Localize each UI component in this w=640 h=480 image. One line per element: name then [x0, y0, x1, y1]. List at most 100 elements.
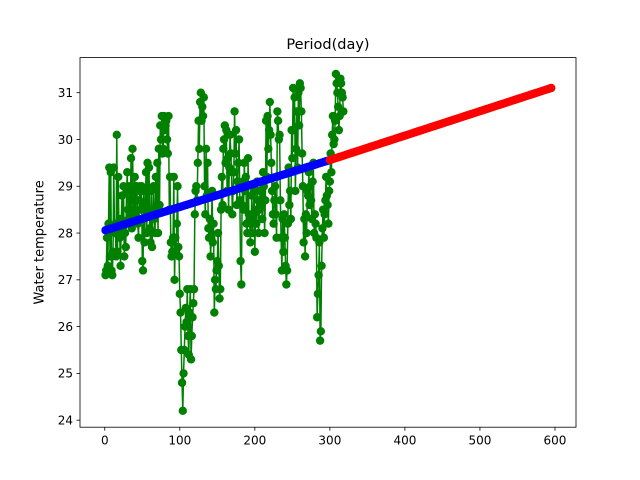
observed-point: [219, 135, 229, 144]
observed-point: [109, 163, 118, 172]
observed-point: [266, 130, 275, 139]
observed-point: [138, 256, 147, 266]
observed-point: [193, 158, 203, 168]
observed-point: [273, 116, 283, 125]
observed-point: [297, 107, 306, 116]
observed-point: [231, 125, 241, 135]
observed-point: [126, 153, 136, 163]
observed-point: [156, 135, 166, 144]
observed-point: [302, 228, 311, 238]
observed-point: [208, 238, 218, 247]
observed-point: [300, 252, 310, 261]
y-tick-label: 28: [58, 226, 73, 240]
observed-point: [149, 182, 158, 191]
observed-point: [325, 177, 335, 186]
x-tick-label: 0: [101, 434, 109, 448]
observed-series: [101, 69, 348, 416]
observed-point: [198, 111, 208, 121]
observed-point: [279, 210, 289, 219]
observed-point: [234, 158, 243, 168]
x-tick-label: 100: [168, 434, 191, 448]
y-tick-label: 25: [58, 367, 73, 381]
observed-point: [215, 294, 224, 303]
observed-point: [241, 172, 251, 182]
observed-point: [327, 168, 336, 177]
observed-point: [319, 233, 329, 242]
observed-point: [172, 219, 181, 228]
observed-point: [174, 252, 184, 261]
observed-point: [299, 238, 308, 247]
observed-point: [243, 153, 253, 163]
observed-point: [178, 406, 187, 416]
observed-point: [291, 186, 300, 196]
y-tick-label: 24: [58, 413, 73, 427]
forecast-point: [547, 83, 556, 93]
observed-point: [310, 210, 320, 219]
observed-point: [338, 93, 347, 102]
observed-point: [286, 214, 296, 224]
x-tick-label: 200: [243, 434, 266, 448]
observed-point: [230, 107, 239, 116]
observed-point: [276, 196, 285, 205]
observed-point: [261, 196, 270, 205]
observed-point: [186, 355, 196, 364]
observed-point: [252, 219, 261, 228]
axes-layer: 0 100 200 300 400 500 600 24 25 26 27 28 29 30 31: [58, 86, 567, 448]
observed-point: [280, 233, 290, 242]
observed-point: [163, 149, 172, 158]
observed-point: [269, 219, 278, 228]
observed-point: [260, 228, 269, 238]
observed-point: [120, 228, 130, 238]
observed-point: [179, 369, 188, 378]
observed-point: [187, 331, 197, 341]
observed-point: [201, 144, 211, 154]
observed-point: [209, 219, 218, 228]
observed-point: [317, 261, 326, 270]
chart-title: Period(day): [286, 37, 369, 53]
observed-point: [324, 186, 334, 196]
y-tick-label: 31: [58, 86, 73, 100]
observed-point: [248, 228, 257, 238]
observed-point: [114, 172, 123, 182]
y-axis-label: Water temperature: [33, 180, 48, 304]
observed-point: [123, 168, 132, 177]
observed-point: [330, 135, 339, 144]
observed-point: [306, 196, 316, 205]
observed-point: [169, 172, 178, 182]
observed-point: [236, 256, 245, 266]
forecast-series: [325, 83, 556, 165]
fitted-series: [101, 155, 335, 235]
observed-point: [134, 233, 143, 242]
observed-point: [225, 130, 235, 139]
observed-point: [171, 233, 180, 242]
observed-point: [174, 242, 183, 252]
observed-point: [190, 210, 200, 219]
observed-point: [258, 214, 267, 224]
observed-point: [270, 182, 280, 191]
observed-point: [121, 242, 130, 252]
observed-point: [311, 219, 320, 228]
y-tick-label: 26: [58, 320, 73, 334]
observed-point: [314, 270, 323, 280]
observed-point: [162, 135, 172, 144]
plot-frame: [79, 57, 577, 428]
observed-point: [282, 266, 292, 275]
observed-point: [200, 182, 209, 191]
observed-point: [264, 144, 273, 154]
observed-point: [279, 247, 288, 256]
observed-point: [164, 111, 173, 121]
observed-point: [198, 102, 207, 111]
observed-point: [188, 313, 197, 322]
observed-point: [254, 228, 263, 238]
observed-point: [177, 378, 187, 387]
observed-point: [116, 261, 125, 270]
observed-point: [229, 168, 239, 177]
observed-point: [297, 149, 307, 158]
observed-point: [308, 177, 317, 186]
observed-point: [234, 135, 244, 144]
observed-point: [265, 97, 275, 107]
observed-point: [153, 158, 162, 168]
observed-point: [246, 238, 255, 247]
observed-point: [113, 247, 122, 256]
